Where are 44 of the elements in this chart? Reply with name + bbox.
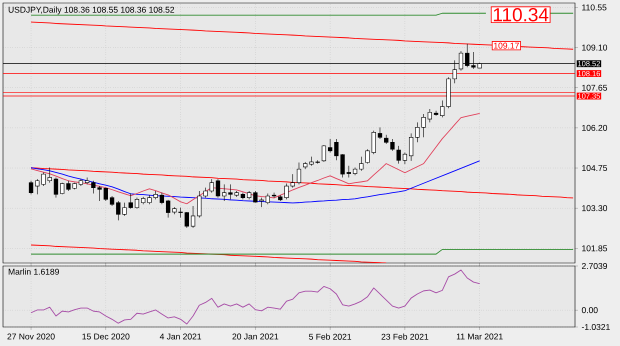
candlestick (210, 178, 214, 193)
candlestick (122, 202, 127, 216)
candlestick (134, 197, 140, 210)
x-tick-label: 23 Feb 2021 (382, 334, 428, 340)
candlestick (365, 148, 370, 164)
y-tick-label: 106.20 (582, 124, 608, 131)
x-tick-label: 4 Jan 2021 (160, 334, 202, 340)
chart-title: Marlin 1.6189 (8, 268, 59, 275)
candlestick (35, 178, 40, 195)
candlestick (216, 178, 220, 198)
candlestick (296, 162, 302, 185)
candlestick (54, 177, 58, 198)
candlestick (48, 167, 52, 184)
candlestick (203, 187, 208, 198)
candlestick (41, 172, 46, 186)
y-tick-label: 0.00 (582, 307, 598, 314)
y-tick-label: 110.55 (582, 4, 606, 10)
x-tick-label: 20 Jan 2021 (232, 334, 278, 340)
y-tick-label: -1.0321 (582, 324, 610, 330)
candlestick (290, 174, 295, 188)
y-tick-label: 101.85 (582, 245, 608, 252)
x-tick-label: 27 Nov 2020 (7, 334, 55, 340)
y-tick-label: 2.7039 (582, 263, 608, 269)
y-tick-label: 107.65 (582, 84, 608, 91)
candlestick (28, 180, 34, 195)
candlestick (378, 127, 382, 140)
y-tick-label: 109.10 (582, 44, 608, 51)
candlestick (110, 196, 114, 206)
chart-title: USDJPY,Daily 108.36 108.55 108.36 108.52 (8, 6, 174, 14)
x-tick-label: 11 Mar 2021 (456, 334, 503, 340)
candlestick (372, 130, 376, 154)
x-tick-label: 5 Feb 2021 (309, 334, 352, 340)
candlestick (116, 200, 120, 221)
annotation: 110.34 (494, 8, 548, 22)
x-tick-label: 15 Dec 2020 (82, 334, 130, 340)
y-tick-label: 103.30 (582, 205, 608, 212)
annotation: 109.17 (494, 42, 519, 49)
candlestick (197, 190, 202, 218)
candlestick (284, 183, 289, 200)
y-tick-label: 104.75 (582, 165, 608, 172)
candlestick (190, 206, 196, 228)
candlestick (272, 192, 276, 198)
candlestick (128, 193, 133, 210)
candlestick (322, 144, 326, 162)
